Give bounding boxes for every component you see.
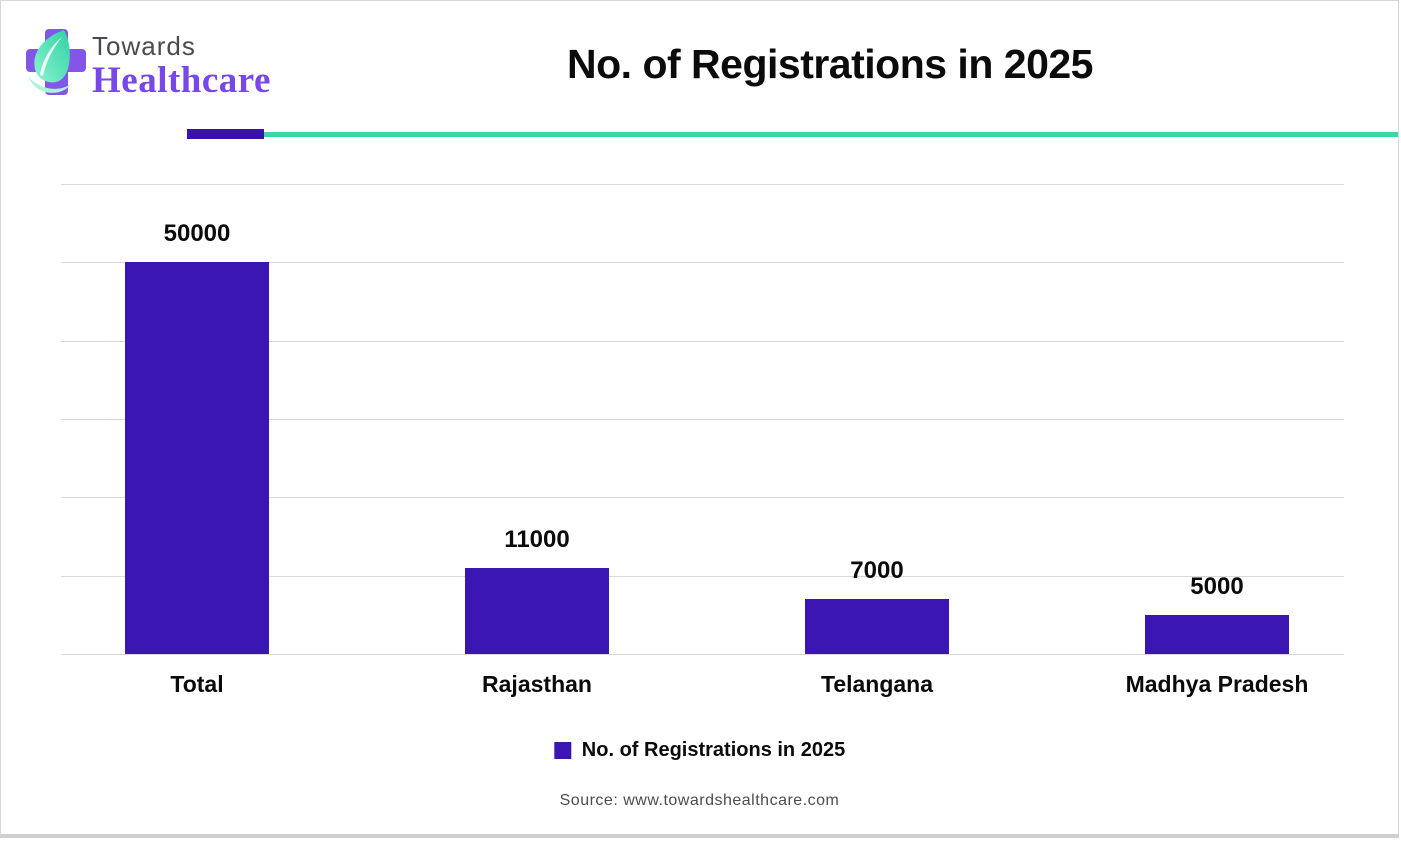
gridline [61,575,1344,577]
x-axis-label: Total [170,671,224,697]
bar-total [125,262,269,654]
gridline [61,654,1344,655]
bar-column-telangana: 7000 [805,184,949,654]
gridline [61,497,1344,499]
x-axis-label: Telangana [820,671,934,697]
bar-value-label: 11000 [504,525,570,553]
bar-column-rajasthan: 11000 [465,184,609,654]
gridline [61,340,1344,342]
legend-swatch [553,742,571,759]
bar-column-total: 50000 [125,184,269,654]
logo-line2: Healthcare [92,60,271,101]
gridline [61,262,1344,264]
bar-telangana [805,599,949,654]
legend: No. of Registrations in 2025 [553,739,846,762]
towards-healthcare-logo: Towards Healthcare [26,29,271,101]
logo-text: Towards Healthcare [92,29,271,99]
bar-madhya-pradesh [1145,614,1289,654]
bar-column-madhya-pradesh: 5000 [1145,184,1289,654]
x-axis-labels: Total Rajasthan Telangana Madhya Pradesh [61,671,1344,701]
legend-label: No. of Registrations in 2025 [581,739,846,761]
bar-value-label: 7000 [850,557,904,585]
source-text: Source: www.towardshealthcare.com [559,792,840,809]
header-accent-purple-block [187,129,264,139]
chart-title: No. of Registrations in 2025 [567,41,1093,87]
x-axis-label: Madhya Pradesh [1125,671,1309,697]
logo-line1: Towards [92,31,196,61]
plot-area: 50000 11000 7000 5000 [61,184,1344,655]
header-accent-teal-line [264,132,1398,137]
gridline [61,184,1344,185]
gridline [61,419,1344,420]
bar-value-label: 50000 [163,220,231,248]
bar-rajasthan [465,567,609,654]
x-axis-label: Rajasthan [482,671,592,697]
bar-value-label: 5000 [1190,572,1244,600]
logo-cross-leaf-icon [26,29,86,95]
